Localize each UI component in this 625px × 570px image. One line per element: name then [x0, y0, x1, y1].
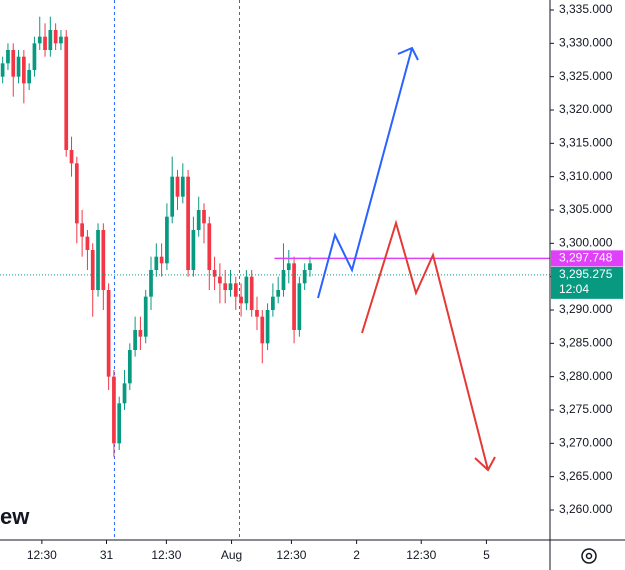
candle-body [64, 36, 69, 150]
last-price-label: 3,295.275 [559, 267, 613, 281]
candle-body [127, 350, 132, 384]
y-tick-label: 3,335.000 [559, 2, 613, 16]
candle-body [53, 30, 58, 44]
candle-body [239, 296, 243, 304]
candle-body [11, 50, 16, 77]
y-tick-label: 3,330.000 [559, 36, 613, 50]
y-tick-label: 3,300.000 [559, 236, 613, 250]
x-tick-label: 2 [353, 548, 360, 562]
candle-body [218, 276, 222, 284]
x-tick-label: 5 [483, 548, 490, 562]
y-tick-label: 3,265.000 [559, 469, 613, 483]
red-projection-arrow [361, 219, 496, 472]
candle-body [170, 176, 175, 217]
x-tick-label: 31 [100, 548, 114, 562]
candle-body [21, 56, 26, 84]
candle-body [96, 230, 100, 290]
candle-body [16, 56, 21, 77]
candle-body [207, 223, 212, 270]
candle-body [186, 176, 190, 270]
candle-body [175, 176, 180, 197]
candle-body [0, 63, 5, 77]
candle-body [233, 283, 238, 297]
candle-body [191, 230, 196, 270]
candle-body [223, 283, 228, 290]
candle-body [143, 296, 148, 337]
candle-body [85, 236, 90, 250]
x-tick-label: 12:30 [276, 548, 306, 562]
candle-body [276, 290, 281, 297]
candle-body [271, 296, 275, 310]
y-tick-label: 3,290.000 [559, 302, 613, 316]
candle-body [101, 230, 106, 290]
y-tick-label: 3,325.000 [559, 69, 613, 83]
candle-body [260, 316, 265, 344]
candle-body [165, 216, 169, 264]
candle-body [159, 256, 164, 264]
candle-body [122, 383, 127, 404]
candle-body [138, 330, 143, 337]
candle-body [27, 70, 31, 84]
candle-body [106, 290, 111, 377]
candle-body [133, 330, 137, 350]
y-tick-label: 3,315.000 [559, 136, 613, 150]
y-tick-label: 3,260.000 [559, 502, 613, 516]
y-tick-label: 3,305.000 [559, 202, 613, 216]
candle-body [112, 376, 116, 444]
horizontal-line-box [551, 250, 623, 267]
y-tick-label: 3,280.000 [559, 369, 613, 383]
x-tick-label: 12:30 [406, 548, 436, 562]
candle-body [149, 270, 153, 297]
x-tick-label: 12:30 [27, 548, 57, 562]
candle-body [32, 43, 37, 70]
x-tick-label: Aug [221, 548, 242, 562]
candle-body [308, 263, 312, 270]
axis-layer: 3,335.000 3,330.000 3,325.000 3,320.000 3,31… [27, 2, 623, 562]
candle-body [74, 163, 79, 224]
candle-body [37, 36, 42, 44]
x-tick-label: 12:30 [151, 548, 181, 562]
countdown-label: 12:04 [559, 282, 589, 296]
y-tick-label: 3,270.000 [559, 436, 613, 450]
y-tick-label: 3,310.000 [559, 169, 613, 183]
candle-body [255, 310, 259, 317]
candle-body [6, 50, 10, 64]
last-price-box [551, 266, 623, 299]
y-tick-label: 3,320.000 [559, 102, 613, 116]
candle-body [180, 176, 185, 197]
candle-body [244, 276, 249, 304]
watermark: ew [0, 504, 30, 529]
candle-body [90, 250, 95, 290]
candle-body [48, 30, 53, 50]
candle-body [154, 256, 159, 270]
plot-layer [0, 0, 550, 540]
candle-body [292, 263, 296, 330]
candle-body [281, 270, 286, 290]
candle-body [249, 276, 254, 310]
candle-body [297, 283, 302, 330]
candle-body [265, 310, 270, 344]
candle-body [302, 270, 307, 284]
y-tick-label: 3,275.000 [559, 402, 613, 416]
candle-body [286, 263, 291, 270]
settings-icon[interactable] [581, 548, 597, 564]
candle-body [228, 283, 233, 290]
candle-body [43, 36, 47, 50]
candle-body [202, 210, 206, 224]
blue-projection-arrow [317, 46, 419, 299]
horizontal-line-label: 3,297.748 [559, 251, 613, 265]
candle-body [212, 270, 217, 277]
candle-body [117, 403, 122, 444]
candle-body [80, 223, 84, 237]
candle-body [196, 210, 201, 230]
candle-body [69, 150, 74, 164]
y-tick-label: 3,285.000 [559, 336, 613, 350]
candle-body [59, 36, 63, 44]
